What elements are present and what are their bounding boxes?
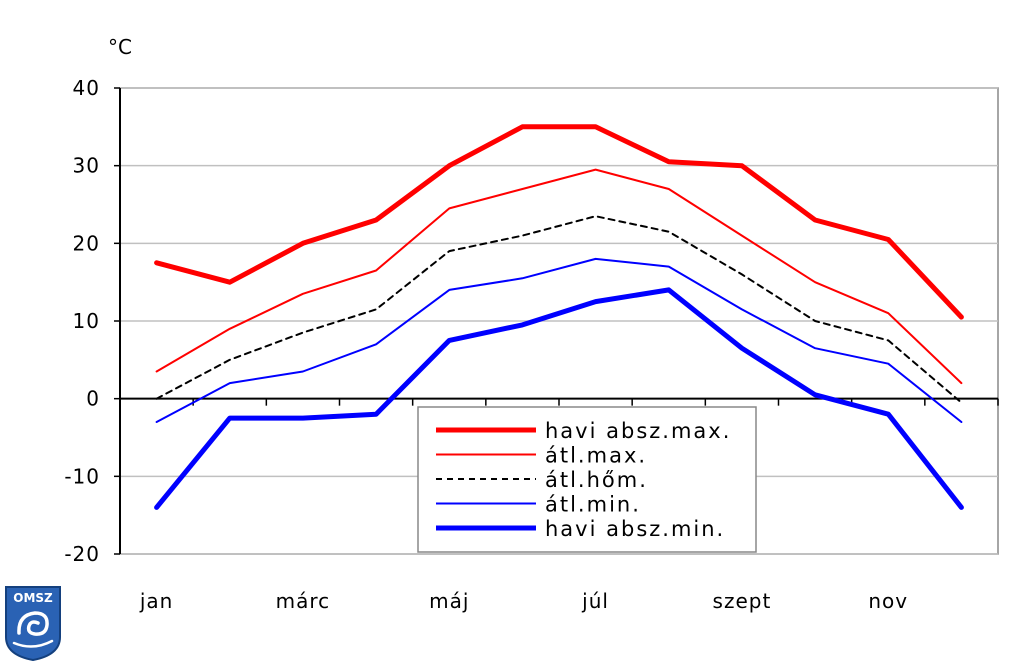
legend-label: havi absz.min. [545,517,725,541]
omsz-logo: OMSZ [4,585,62,662]
y-tick-label: 20 [73,231,100,255]
legend-label: havi absz.max. [545,419,731,443]
svg-text:OMSZ: OMSZ [13,591,53,605]
legend-label: átl.max. [545,444,647,468]
x-tick-label: márc [276,589,331,613]
axes: -20 -10 0 10 20 30 40 jan márc máj júl szept nov [64,76,999,613]
x-tick-label: júl [581,589,609,613]
y-tick-label: 30 [73,154,100,178]
y-tick-label: 0 [86,387,100,411]
y-tick-label: -10 [64,464,100,488]
y-tick-label: -20 [64,542,100,566]
series-line-3 [155,215,963,404]
series-line-5 [154,287,964,510]
x-tick-label: szept [713,589,772,613]
series-line-4 [155,257,963,423]
legend-label: átl.min. [545,493,641,517]
legend: havi absz.max.átl.max.átl.hőm.átl.min.ha… [417,406,757,553]
x-tick-label: jan [139,589,174,613]
y-tick-label: 40 [73,76,100,100]
y-unit-label: °C [108,35,132,59]
series-lines [154,124,964,510]
x-tick-label: máj [429,589,469,613]
x-tick-label: nov [868,589,908,613]
legend-label: átl.hőm. [545,468,648,492]
series-line-1 [154,124,964,320]
grid-lines [120,87,998,555]
series-line-2 [155,168,963,385]
y-tick-label: 10 [73,309,100,333]
